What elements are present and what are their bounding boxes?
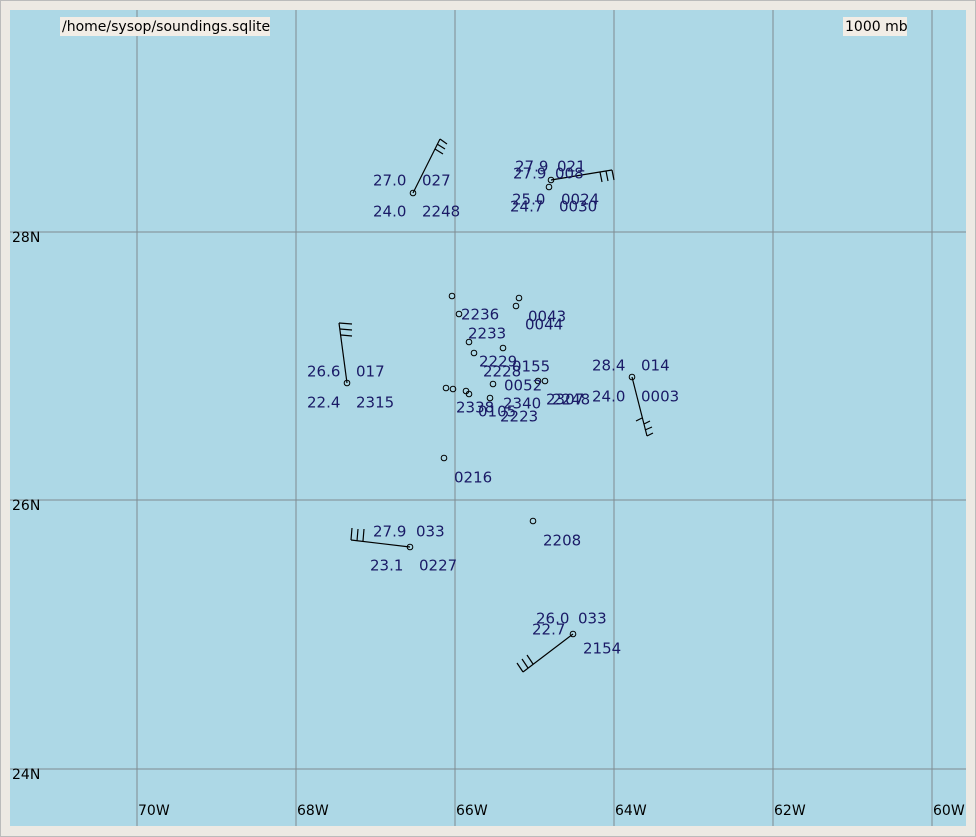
graticule (10, 10, 966, 826)
lat-label: 26N (12, 498, 40, 514)
lon-label: 64W (615, 803, 647, 819)
station-marker (545, 183, 553, 191)
map-area (10, 10, 966, 826)
station-label: 0216 (454, 469, 492, 487)
lon-label: 60W (933, 803, 965, 819)
station-label: 27.0 (373, 172, 406, 190)
station-label: 2307 (546, 391, 584, 409)
station-label: 2228 (483, 363, 521, 381)
station-label: 28.4 (592, 357, 625, 375)
station-label: 0227 (419, 557, 457, 575)
station-label: 27.9 (373, 523, 406, 541)
station-label: 2223 (500, 408, 538, 426)
lon-label: 68W (297, 803, 329, 819)
station-marker (440, 454, 448, 462)
station-marker (455, 310, 463, 318)
station-label: 2248 (422, 203, 460, 221)
station-label: 017 (356, 363, 385, 381)
station-label: 25.0 (512, 191, 545, 209)
station-marker (406, 543, 414, 551)
station-label: 27.9 (515, 158, 548, 176)
lat-label: 24N (12, 767, 40, 783)
station-marker (547, 176, 555, 184)
station-label: 2233 (468, 325, 506, 343)
station-marker (541, 377, 549, 385)
lon-label: 66W (456, 803, 488, 819)
station-label: 027 (422, 172, 451, 190)
lat-label: 28N (12, 230, 40, 246)
station-marker (442, 384, 450, 392)
station-label: 22.4 (307, 394, 340, 412)
station-label: 2154 (583, 640, 621, 658)
station-label: 0155 (512, 358, 550, 376)
station-label: 2248 (552, 391, 590, 409)
station-label: 2338 (456, 399, 494, 417)
station-label: 033 (416, 523, 445, 541)
station-label: 014 (641, 357, 670, 375)
station-label: 23.1 (370, 557, 403, 575)
station-marker (569, 630, 577, 638)
source-box (60, 17, 270, 36)
station-label: 0052 (504, 377, 542, 395)
station-marker (515, 294, 523, 302)
station-label: 26.0 (536, 610, 569, 628)
station-marker (529, 517, 537, 525)
station-marker (465, 338, 473, 346)
level-label: 1000 mb (845, 19, 908, 35)
station-label: 2315 (356, 394, 394, 412)
station-label: 22.7 (532, 621, 565, 639)
station-label: 0003 (641, 388, 679, 406)
station-label: 24.7 (510, 198, 543, 216)
station-label: 26.6 (307, 363, 340, 381)
station-marker (449, 385, 457, 393)
station-marker (448, 292, 456, 300)
station-label: 2229 (479, 353, 517, 371)
source-label: /home/sysop/soundings.sqlite (62, 19, 270, 35)
station-marker (343, 379, 351, 387)
station-label: 2208 (543, 532, 581, 550)
station-marker (489, 380, 497, 388)
station-label: 24.0 (592, 388, 625, 406)
station-label: 2236 (461, 306, 499, 324)
wind-barbs (338, 138, 654, 673)
station-marker (534, 377, 542, 385)
station-label: 033 (578, 610, 607, 628)
station-label: 008 (555, 165, 584, 183)
station-marker (465, 390, 473, 398)
station-label: 0024 (561, 191, 599, 209)
station-marker (409, 189, 417, 197)
station-label: 0030 (559, 198, 597, 216)
station-label: 021 (557, 158, 586, 176)
station-marker (512, 302, 520, 310)
station-label: 27.9 (513, 165, 546, 183)
station-marker (499, 344, 507, 352)
station-label: 2340 (503, 395, 541, 413)
station-label: 0043 (528, 308, 566, 326)
station-label: 0044 (525, 316, 563, 334)
station-label: 24.0 (373, 203, 406, 221)
lon-label: 70W (138, 803, 170, 819)
station-marker (486, 394, 494, 402)
station-label: 0105 (478, 403, 516, 421)
level-box (843, 17, 907, 36)
lon-label: 62W (774, 803, 806, 819)
station-marker (628, 373, 636, 381)
station-marker (470, 349, 478, 357)
